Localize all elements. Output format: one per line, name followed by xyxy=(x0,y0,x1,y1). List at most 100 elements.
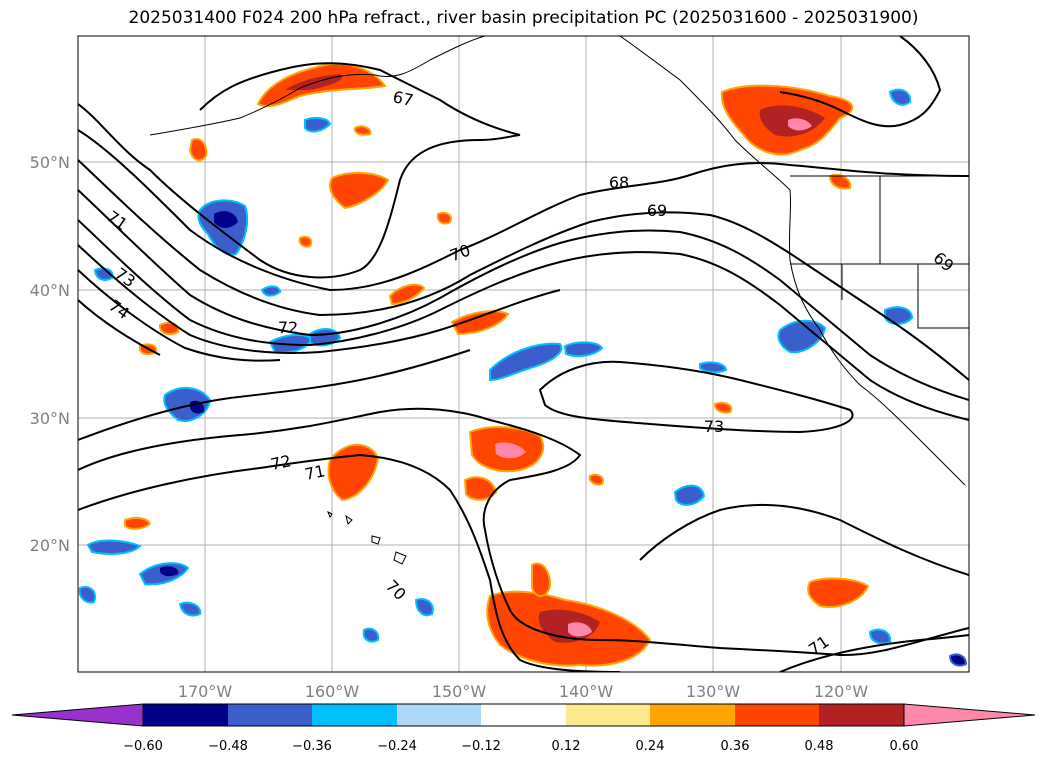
map-plot-area xyxy=(78,36,969,672)
colorbar-tick-label-4: −0.24 xyxy=(377,739,417,754)
lon-label-120w: 120°W xyxy=(814,682,869,701)
map-title: 2025031400 F024 200 hPa refract., river … xyxy=(128,8,919,28)
precip-blob-alaska-core xyxy=(285,74,342,90)
precip-neg-sw3 xyxy=(78,586,96,604)
colorbar-extend-low xyxy=(11,703,144,727)
coast-hawaii-1 xyxy=(345,514,353,525)
contour-label-73-central: 73 xyxy=(704,417,724,436)
precip-blob-hawaii-east xyxy=(463,476,498,501)
colorbar-bin-7 xyxy=(650,704,735,726)
precip-blob-central-core xyxy=(495,442,526,459)
precip-blob-hawaii xyxy=(327,443,380,502)
colorbar-bin-6 xyxy=(566,704,650,726)
contour-label-73-west: 73 xyxy=(111,264,139,291)
longitude-labels: 170°W 160°W 150°W 140°W 130°W 120°W xyxy=(178,682,869,701)
contour-line-70 xyxy=(78,189,969,401)
lon-label-130w: 130°W xyxy=(686,682,741,701)
contour-label-72-south: 72 xyxy=(269,451,293,474)
coast-hawaii-4 xyxy=(327,510,333,519)
lon-label-170w: 170°W xyxy=(178,682,233,701)
contour-label-74-west: 74 xyxy=(105,296,133,323)
precip-blob-40n xyxy=(388,283,426,306)
colorbar-tick-label-5: −0.12 xyxy=(461,739,501,754)
colorbar-bin-1 xyxy=(143,704,228,726)
graticule xyxy=(78,36,969,672)
colorbar-frame xyxy=(142,703,905,727)
coast-hawaii-2 xyxy=(371,535,381,545)
precip-blob-south-spike xyxy=(531,562,552,597)
precip-neg-ne xyxy=(888,88,912,106)
lon-label-160w: 160°W xyxy=(305,682,360,701)
precip-blob-mid-east xyxy=(450,310,510,336)
colorbar-tick-label-8: 0.36 xyxy=(721,739,750,754)
colorbar-bin-2 xyxy=(228,704,312,726)
positive-anomaly-areas xyxy=(124,62,870,667)
contour-line-67 xyxy=(78,36,942,279)
contour-label-72-mid: 72 xyxy=(278,318,298,337)
precip-blob-small5 xyxy=(713,401,733,414)
precip-blob-small4 xyxy=(588,473,604,486)
colorbar-bin-4 xyxy=(397,704,481,726)
precip-blob-west2 xyxy=(159,321,180,336)
precip-neg-central xyxy=(489,342,563,382)
lat-label-50n: 50°N xyxy=(30,153,70,172)
precip-blob-small2 xyxy=(436,211,452,225)
contour-line-south-2 xyxy=(78,453,621,672)
precip-neg-se xyxy=(868,628,892,645)
contour-line-74 xyxy=(78,299,161,356)
contour-line-68 xyxy=(78,129,969,292)
contour-line-se-2 xyxy=(779,634,969,672)
precip-neg-e-mid2 xyxy=(699,361,728,374)
colorbar-tick-label-7: 0.24 xyxy=(636,739,665,754)
precip-blob-small6 xyxy=(828,174,852,190)
coast-north-america xyxy=(619,36,966,486)
precip-blob-small1 xyxy=(298,235,313,248)
precip-neg-sw2-core xyxy=(160,566,179,577)
contour-label-69-east: 69 xyxy=(930,248,958,276)
contour-label-70-south: 70 xyxy=(382,576,410,604)
colorbar-bin-8 xyxy=(735,704,819,726)
precip-blob-sw xyxy=(124,516,152,530)
contour-label-71-south: 71 xyxy=(303,461,327,484)
lon-label-150w: 150°W xyxy=(432,682,487,701)
lon-label-140w: 140°W xyxy=(559,682,614,701)
contour-line-se xyxy=(639,503,969,576)
colorbar-bin-5 xyxy=(481,704,566,726)
colorbar: −0.60 −0.48 −0.36 −0.24 −0.12 0.12 0.24 … xyxy=(11,703,1036,754)
precip-neg-30n xyxy=(163,387,212,422)
contour-line-69 xyxy=(78,159,969,381)
precip-blob-south-max xyxy=(568,622,592,637)
contour-label-70: 70 xyxy=(447,240,473,265)
precip-neg-e-mid xyxy=(673,484,706,506)
precip-neg-gulf xyxy=(304,116,332,133)
contour-line-73 xyxy=(78,269,281,362)
precip-neg-west-core xyxy=(214,211,238,228)
lat-label-30n: 30°N xyxy=(30,409,70,428)
contour-label-68: 68 xyxy=(609,173,629,192)
precip-blob-se xyxy=(807,577,870,608)
contour-line-72 xyxy=(78,244,561,354)
refractivity-contours xyxy=(78,36,969,672)
contour-line-central-loop xyxy=(538,360,854,434)
contour-labels: 67 68 69 70 71 73 74 72 72 71 73 69 70 7… xyxy=(103,87,957,659)
contour-line-71 xyxy=(78,219,969,421)
colorbar-tick-label-9: 0.48 xyxy=(805,739,834,754)
contour-label-67: 67 xyxy=(391,87,415,110)
colorbar-tick-label-1: −0.60 xyxy=(123,739,163,754)
contour-label-69: 69 xyxy=(647,201,667,220)
colorbar-bin-3 xyxy=(312,704,397,726)
colorbar-bin-9 xyxy=(819,704,904,726)
precip-neg-east2 xyxy=(884,306,914,325)
colorbar-extend-high xyxy=(903,703,1036,727)
latitude-labels: 50°N 40°N 30°N 20°N xyxy=(30,153,70,555)
colorbar-tick-label-6: 0.12 xyxy=(552,739,581,754)
contour-label-71-west: 71 xyxy=(103,207,131,234)
precip-blob-small3 xyxy=(353,125,372,136)
precip-neg-sw4 xyxy=(178,601,202,617)
coastlines xyxy=(149,36,969,565)
precip-neg-south xyxy=(414,598,434,617)
precip-blob-bc-max xyxy=(788,118,812,131)
lat-label-20n: 20°N xyxy=(30,536,70,555)
precip-neg-east xyxy=(777,319,827,354)
